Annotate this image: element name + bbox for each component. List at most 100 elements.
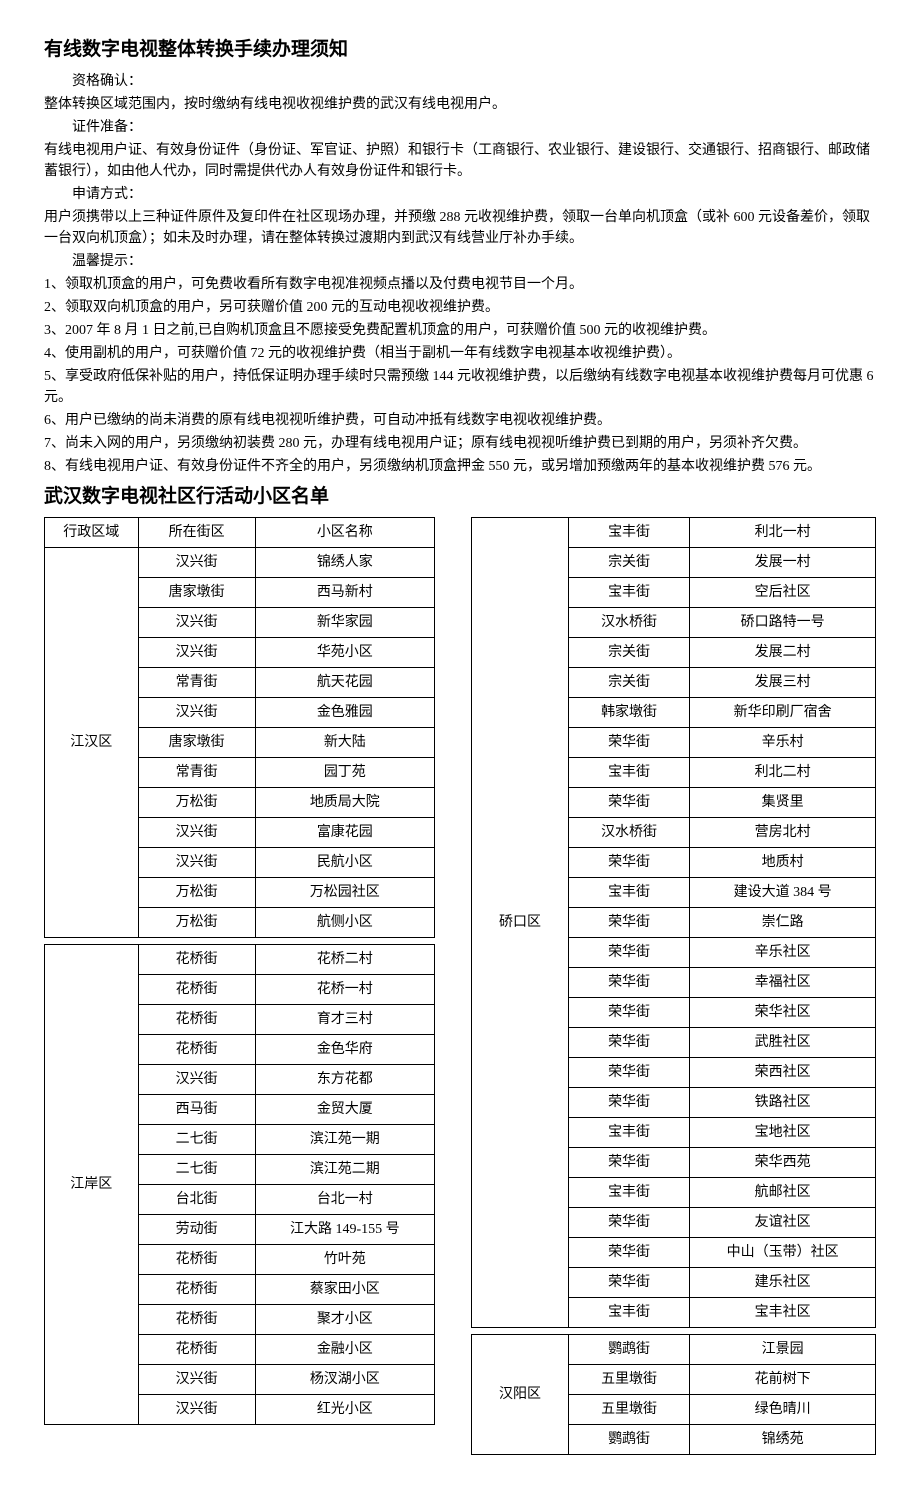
table-cell: 汉兴街 <box>138 1065 255 1095</box>
table-cell: 育才三村 <box>255 1005 434 1035</box>
table-cell: 江岸区 <box>45 945 139 1425</box>
table-cell: 航邮社区 <box>690 1178 876 1208</box>
table-cell: 万松街 <box>138 878 255 908</box>
table-cell: 花桥街 <box>138 1005 255 1035</box>
table-cell: 花桥二村 <box>255 945 434 975</box>
tip-item: 7、尚未入网的用户，另须缴纳初装费 280 元，办理有线电视用户证；原有线电视视… <box>44 433 876 454</box>
section-body: 整体转换区域范围内，按时缴纳有线电视收视维护费的武汉有线电视用户。 <box>44 94 876 115</box>
table-cell: 宝丰街 <box>568 878 689 908</box>
table-cell: 荣华街 <box>568 1208 689 1238</box>
table-cell: 江汉区 <box>45 548 139 938</box>
table-cell: 武胜社区 <box>690 1028 876 1058</box>
table-cell: 民航小区 <box>255 848 434 878</box>
table-cell: 中山（玉带）社区 <box>690 1238 876 1268</box>
table-cell: 航侧小区 <box>255 908 434 938</box>
table-cell: 西马街 <box>138 1095 255 1125</box>
table-cell: 地质局大院 <box>255 788 434 818</box>
table-cell: 建设大道 384 号 <box>690 878 876 908</box>
table-cell: 宝丰街 <box>568 518 689 548</box>
table-cell: 唐家墩街 <box>138 578 255 608</box>
table-cell: 江景园 <box>690 1335 876 1365</box>
table-cell: 花桥街 <box>138 1245 255 1275</box>
table-cell: 宝地社区 <box>690 1118 876 1148</box>
tip-item: 1、领取机顶盒的用户，可免费收看所有数字电视准视频点播以及付费电视节目一个月。 <box>44 274 876 295</box>
table-cell: 幸福社区 <box>690 968 876 998</box>
table-cell: 汉兴街 <box>138 608 255 638</box>
table-cell: 荣华街 <box>568 1268 689 1298</box>
table-cell: 花桥一村 <box>255 975 434 1005</box>
table-row: 江岸区花桥街花桥二村 <box>45 945 435 975</box>
table-cell: 发展二村 <box>690 638 876 668</box>
table-cell: 花前树下 <box>690 1365 876 1395</box>
tip-item: 5、享受政府低保补贴的用户，持低保证明办理手续时只需预缴 144 元收视维护费，… <box>44 366 876 408</box>
table-cell: 华苑小区 <box>255 638 434 668</box>
district-table: 江岸区花桥街花桥二村花桥街花桥一村花桥街育才三村花桥街金色华府汉兴街东方花都西马… <box>44 944 435 1425</box>
table-cell: 竹叶苑 <box>255 1245 434 1275</box>
table-cell: 宝丰街 <box>568 1298 689 1328</box>
table-cell: 荣华街 <box>568 788 689 818</box>
table-cell: 五里墩街 <box>568 1395 689 1425</box>
table-cell: 富康花园 <box>255 818 434 848</box>
table-cell: 铁路社区 <box>690 1088 876 1118</box>
table-cell: 五里墩街 <box>568 1365 689 1395</box>
table-cell: 常青街 <box>138 758 255 788</box>
table-cell: 辛乐社区 <box>690 938 876 968</box>
table-cell: 韩家墩街 <box>568 698 689 728</box>
table-cell: 花桥街 <box>138 945 255 975</box>
table-cell: 汉兴街 <box>138 1365 255 1395</box>
table-cell: 航天花园 <box>255 668 434 698</box>
table-cell: 锦绣人家 <box>255 548 434 578</box>
tip-item: 2、领取双向机顶盒的用户，另可获赠价值 200 元的互动电视收视维护费。 <box>44 297 876 318</box>
table-header: 行政区域 <box>45 518 139 548</box>
table-cell: 发展三村 <box>690 668 876 698</box>
district-table: 行政区域所在街区小区名称江汉区汉兴街锦绣人家唐家墩街西马新村汉兴街新华家园汉兴街… <box>44 517 435 938</box>
table-row: 硚口区宝丰街利北一村 <box>472 518 876 548</box>
table-cell: 辛乐村 <box>690 728 876 758</box>
tips-list: 1、领取机顶盒的用户，可免费收看所有数字电视准视频点播以及付费电视节目一个月。2… <box>44 274 876 477</box>
table-cell: 金色雅园 <box>255 698 434 728</box>
table-cell: 荣华西苑 <box>690 1148 876 1178</box>
table-header: 所在街区 <box>138 518 255 548</box>
table-cell: 营房北村 <box>690 818 876 848</box>
district-table: 汉阳区鹦鹉街江景园五里墩街花前树下五里墩街绿色晴川鹦鹉街锦绣苑 <box>471 1334 876 1455</box>
tip-item: 6、用户已缴纳的尚未消费的原有线电视视听维护费，可自动冲抵有线数字电视收视维护费… <box>44 410 876 431</box>
section-heading: 资格确认： <box>44 71 876 92</box>
section-body: 用户须携带以上三种证件原件及复印件在社区现场办理，并预缴 288 元收视维护费，… <box>44 207 876 249</box>
table-cell: 荣华街 <box>568 908 689 938</box>
table-cell: 绿色晴川 <box>690 1395 876 1425</box>
table-cell: 红光小区 <box>255 1395 434 1425</box>
table-cell: 西马新村 <box>255 578 434 608</box>
notice-title: 有线数字电视整体转换手续办理须知 <box>44 36 876 65</box>
table-cell: 宝丰街 <box>568 578 689 608</box>
table-cell: 锦绣苑 <box>690 1425 876 1455</box>
table-cell: 汉兴街 <box>138 638 255 668</box>
table-row: 汉阳区鹦鹉街江景园 <box>472 1335 876 1365</box>
tip-item: 8、有线电视用户证、有效身份证件不齐全的用户，另须缴纳机顶盒押金 550 元，或… <box>44 456 876 477</box>
table-cell: 汉兴街 <box>138 818 255 848</box>
table-cell: 唐家墩街 <box>138 728 255 758</box>
table-cell: 荣华街 <box>568 1058 689 1088</box>
table-title: 武汉数字电视社区行活动小区名单 <box>44 483 876 512</box>
table-cell: 二七街 <box>138 1155 255 1185</box>
table-cell: 园丁苑 <box>255 758 434 788</box>
table-cell: 宝丰社区 <box>690 1298 876 1328</box>
table-header: 小区名称 <box>255 518 434 548</box>
table-cell: 金色华府 <box>255 1035 434 1065</box>
section-heading: 证件准备： <box>44 117 876 138</box>
table-cell: 荣华街 <box>568 938 689 968</box>
table-cell: 汉兴街 <box>138 698 255 728</box>
table-cell: 花桥街 <box>138 1335 255 1365</box>
table-cell: 荣华街 <box>568 1238 689 1268</box>
table-cell: 集贤里 <box>690 788 876 818</box>
table-cell: 江大路 149-155 号 <box>255 1215 434 1245</box>
table-cell: 新华家园 <box>255 608 434 638</box>
table-cell: 荣华街 <box>568 998 689 1028</box>
table-cell: 荣西社区 <box>690 1058 876 1088</box>
table-cell: 汉兴街 <box>138 848 255 878</box>
table-cell: 荣华街 <box>568 968 689 998</box>
table-cell: 花桥街 <box>138 1275 255 1305</box>
table-row: 江汉区汉兴街锦绣人家 <box>45 548 435 578</box>
table-cell: 二七街 <box>138 1125 255 1155</box>
table-cell: 荣华街 <box>568 1088 689 1118</box>
table-cell: 汉兴街 <box>138 1395 255 1425</box>
